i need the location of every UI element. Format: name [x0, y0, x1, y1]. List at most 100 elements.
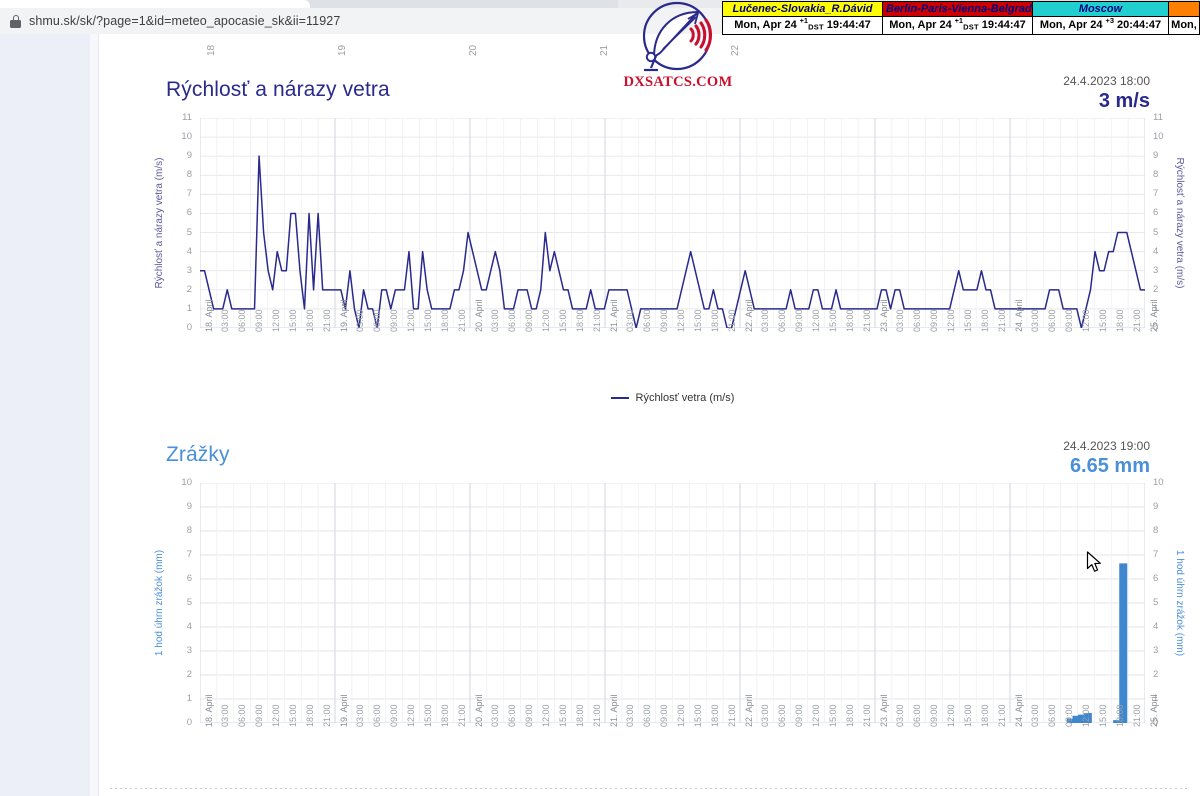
x-axis-time-label: 06:00 — [777, 704, 788, 727]
y-axis-tick-left: 2 — [186, 283, 192, 295]
x-axis-time-label: 03:00 — [760, 704, 771, 727]
x-axis-time-label: 18:00 — [844, 309, 855, 332]
y-axis-tick-left: 2 — [186, 669, 192, 680]
x-axis-time-label: 12:00 — [1081, 309, 1091, 332]
world-clock-4[interactable]: Mon, — [1169, 2, 1199, 34]
x-axis-time-label: 15:00 — [557, 704, 568, 727]
plot-area[interactable] — [200, 118, 1145, 328]
chart-title: Rýchlosť a nárazy vetra — [166, 78, 390, 101]
y-axis-tick-left: 0 — [186, 322, 192, 333]
precipitation-bar[interactable] — [1072, 715, 1081, 723]
x-axis-time-label: 18:00 — [439, 704, 450, 727]
chart-current-timestamp: 24.4.2023 18:00 — [1063, 74, 1150, 88]
world-clock-time: Mon, Apr 24 +1DST 19:44:47 — [723, 17, 882, 33]
y-axis-tick-right: 7 — [1153, 188, 1159, 200]
section-divider — [110, 788, 1190, 789]
y-axis-tick-right: 2 — [1153, 283, 1159, 295]
chart-current-timestamp: 24.4.2023 19:00 — [1063, 439, 1150, 453]
plot-canvas — [200, 483, 1145, 723]
y-axis-tick-left: 9 — [186, 501, 192, 512]
x-axis-time-label: 03:00 — [1030, 704, 1041, 727]
x-axis-time-label: 06:00 — [642, 704, 653, 727]
x-axis-time-label: 12:00 — [676, 704, 686, 727]
x-axis-time-label: 09:00 — [389, 309, 400, 332]
x-axis-time-label: 18:00 — [1114, 704, 1125, 727]
x-axis-time-label: 06:00 — [372, 309, 383, 332]
x-axis-time-label: 18:00 — [574, 309, 585, 332]
x-axis-time-label: 03:00 — [490, 704, 501, 727]
precipitation-bar[interactable] — [1119, 563, 1128, 723]
x-axis-time-label: 21:00 — [996, 309, 1007, 332]
x-axis-time-label: 15:00 — [827, 704, 838, 727]
world-clock-city: Moscow — [1033, 2, 1168, 17]
x-axis-day-label: 20. April — [473, 694, 484, 727]
x-axis-time-label: 15:00 — [1097, 309, 1108, 332]
x-axis-time-label: 03:00 — [625, 704, 636, 727]
x-axis-time-label: 09:00 — [389, 704, 400, 727]
x-axis-time-label: 03:00 — [760, 309, 771, 332]
y-axis-tick-left: 1 — [186, 302, 192, 314]
world-clock-city — [1169, 2, 1199, 17]
world-clock-dst: +1DST — [954, 17, 979, 32]
x-axis-time-label: 09:00 — [1064, 704, 1075, 727]
x-axis-time-label: 18:00 — [439, 309, 450, 332]
y-axis-title-right: 1 hod úhrn zrážok (mm) — [1174, 549, 1185, 657]
previous-chart-xlabel: 21 — [599, 44, 610, 56]
chart-current-value: 24.4.2023 19:00 6.65 mm — [1063, 439, 1150, 478]
y-axis-tick-left: 8 — [186, 525, 192, 536]
x-axis-day-label: 19. April — [338, 299, 349, 332]
x-axis-day-label: 22. April — [743, 694, 754, 727]
y-axis-tick-right: 10 — [1153, 131, 1164, 143]
world-clock-3[interactable]: Moscow Mon, Apr 24 +3 20:44:47 — [1033, 2, 1169, 34]
x-axis-time-label: 15:00 — [962, 309, 973, 332]
x-axis-time-label: 03:00 — [1030, 309, 1041, 332]
world-clock-city: Berlin-Paris-Vienna-Belgrade — [883, 2, 1032, 17]
y-axis-tick-right: 0 — [1153, 322, 1159, 333]
precipitation-bar[interactable] — [1066, 718, 1075, 723]
x-axis-day-label: 25. April — [1148, 694, 1159, 727]
x-axis-time-label: 06:00 — [1047, 309, 1058, 332]
plot-area[interactable] — [200, 483, 1145, 723]
x-axis-time-label: 09:00 — [794, 704, 805, 727]
precipitation-bar[interactable] — [1083, 712, 1092, 723]
precipitation-bar[interactable] — [1078, 714, 1087, 723]
x-axis-time-label: 03:00 — [220, 704, 231, 727]
world-clock-day: Mon, Apr 24 — [734, 19, 797, 31]
y-axis-title-right: Rýchlosť a nárazy vetra (m/s) — [1174, 157, 1185, 289]
browser-tab-2[interactable] — [330, 0, 615, 8]
x-axis-time-label: 09:00 — [659, 309, 670, 332]
world-clock-dst: +1DST — [799, 17, 824, 32]
x-axis-day-label: 21. April — [608, 694, 619, 727]
world-clock-1[interactable]: Lučenec-Slovakia_R.Dávid Mon, Apr 24 +1DST… — [723, 2, 883, 34]
browser-tab-active[interactable] — [0, 0, 310, 8]
world-clock-day: Mon, — [1171, 19, 1197, 31]
x-axis-time-label: 12:00 — [406, 704, 416, 727]
x-axis-time-label: 18:00 — [709, 704, 720, 727]
x-axis-time-label: 18:00 — [304, 309, 315, 332]
y-axis-tick-right: 4 — [1153, 245, 1159, 257]
x-axis-time-label: 21:00 — [726, 704, 737, 727]
precipitation-bar[interactable] — [1113, 720, 1122, 723]
x-axis-time-label: 15:00 — [827, 309, 838, 332]
x-axis-time-label: 12:00 — [811, 704, 821, 727]
page-left-margin — [0, 34, 90, 796]
x-axis-time-label: 12:00 — [1081, 704, 1091, 727]
y-axis-tick-left: 10 — [181, 477, 192, 488]
y-axis-tick-left: 5 — [186, 226, 192, 238]
x-axis-time-label: 12:00 — [271, 309, 281, 332]
satellite-dish-icon — [642, 1, 713, 72]
x-axis-time-label: 15:00 — [422, 704, 433, 727]
x-axis-time-label: 03:00 — [355, 704, 366, 727]
y-axis-tick-right: 5 — [1153, 597, 1159, 608]
x-axis-time-label: 12:00 — [406, 309, 416, 332]
x-axis-time-label: 09:00 — [254, 309, 265, 332]
legend-swatch-icon — [610, 396, 629, 400]
x-axis-time-label: 06:00 — [1047, 704, 1058, 727]
x-axis-time-label: 15:00 — [287, 704, 298, 727]
y-axis-tick-left: 6 — [186, 207, 192, 219]
world-clock-2[interactable]: Berlin-Paris-Vienna-Belgrade Mon, Apr 24 +… — [883, 2, 1033, 34]
world-clock-bar[interactable]: Lučenec-Slovakia_R.Dávid Mon, Apr 24 +1DST… — [722, 1, 1200, 35]
x-axis-time-label: 09:00 — [254, 704, 265, 727]
x-axis-time-label: 21:00 — [726, 309, 737, 332]
y-axis-tick-left: 5 — [186, 597, 192, 608]
